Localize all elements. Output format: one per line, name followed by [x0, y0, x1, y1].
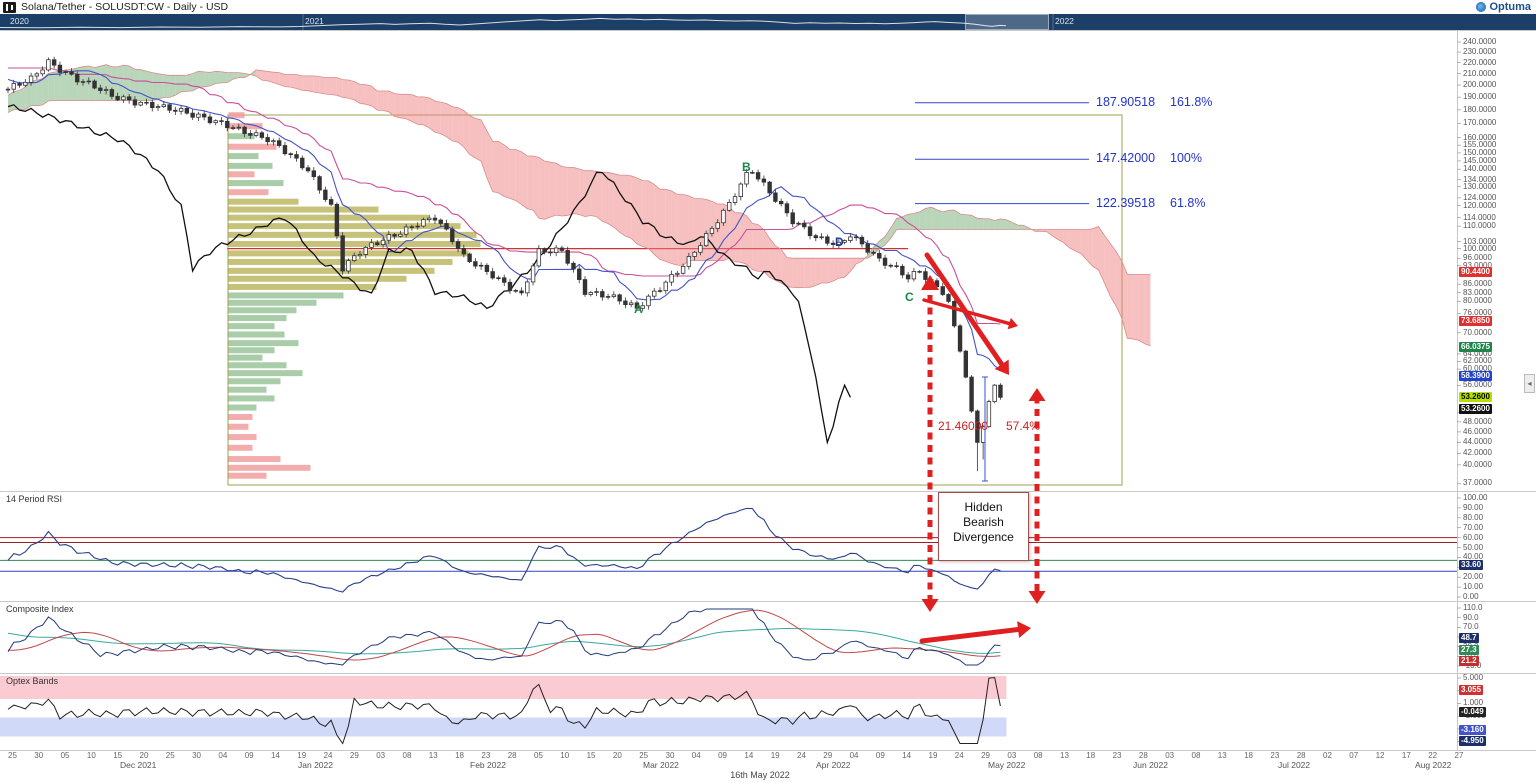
- title-bar: Solana/Tether - SOLUSDT:CW - Daily - USD: [0, 0, 1536, 14]
- optuma-logo: Optuma: [1476, 0, 1531, 14]
- chart-type-icon: [3, 1, 16, 13]
- volume-profile: [228, 112, 481, 479]
- indicator-panels: [0, 507, 1457, 745]
- divergence-annotation[interactable]: Hidden Bearish Divergence: [938, 492, 1029, 561]
- navigator-year-label: 2021: [305, 16, 324, 26]
- rsi-panel-label: 14 Period RSI: [6, 494, 63, 504]
- composite-panel-label: Composite Index: [6, 604, 74, 614]
- navigator-year-label: 2020: [10, 16, 29, 26]
- ichimoku-lines: [7, 67, 1001, 445]
- optuma-logo-icon: [1476, 2, 1487, 12]
- divergence-arrows[interactable]: [919, 252, 1046, 644]
- navigator-viewport-handle[interactable]: [965, 14, 1049, 30]
- range-box-drawing[interactable]: [227, 114, 1123, 486]
- navigator-year-label: 2022: [1055, 16, 1074, 26]
- axis-collapse-handle[interactable]: ◂: [1524, 374, 1535, 393]
- optuma-logo-text: Optuma: [1489, 1, 1531, 13]
- ichimoku-cloud: [7, 64, 1151, 347]
- window-title: Solana/Tether - SOLUSDT:CW - Daily - USD: [21, 1, 229, 13]
- candlesticks: [5, 56, 1003, 472]
- history-navigator[interactable]: 2020 2021 2022: [0, 14, 1536, 30]
- fib-retracement-lines[interactable]: [915, 102, 1089, 482]
- cursor-date-label: 16th May 2022: [730, 770, 790, 780]
- panel-separators: [0, 30, 1536, 751]
- collapse-arrow-icon: ◂: [1527, 379, 1532, 388]
- optex-panel-label: Optex Bands: [6, 676, 59, 686]
- navigator-sparkline: [0, 14, 1054, 30]
